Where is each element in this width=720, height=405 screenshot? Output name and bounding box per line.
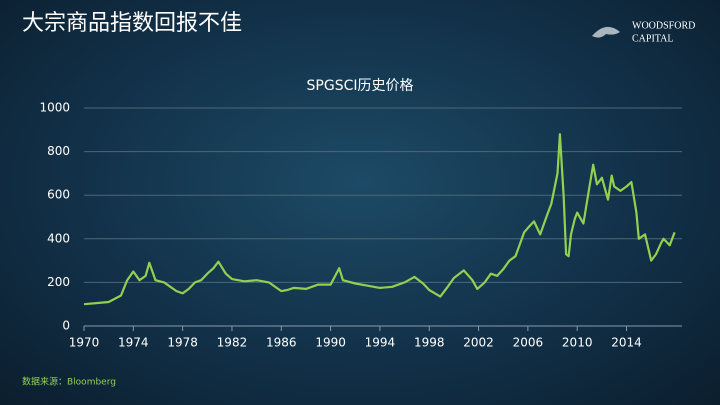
- slide-title: 大宗商品指数回报不佳: [22, 11, 242, 36]
- x-tick-label: 1978: [167, 336, 198, 350]
- price-line: [83, 133, 676, 306]
- logo-icon: [592, 26, 620, 38]
- logo-line: CAPITAL: [632, 33, 673, 44]
- chart-title: SPGSCI历史价格: [307, 78, 414, 94]
- x-tick-label: 2014: [611, 336, 642, 350]
- source-note: 数据来源：Bloomberg: [22, 376, 116, 388]
- x-tick-label: 1998: [414, 336, 445, 350]
- y-tick-label: 600: [47, 188, 70, 202]
- y-tick-label: 1000: [39, 101, 70, 115]
- x-tick-label: 1990: [315, 336, 346, 350]
- y-tick-label: 200: [47, 275, 70, 289]
- x-tick-label: 2010: [562, 336, 593, 350]
- x-tick-label: 1970: [69, 336, 100, 350]
- x-tick-label: 1986: [266, 336, 297, 350]
- x-tick-label: 2002: [463, 336, 494, 350]
- y-tick-label: 800: [47, 144, 70, 158]
- x-tick-label: 2006: [513, 336, 544, 350]
- x-tick-label: 1982: [217, 336, 248, 350]
- y-tick-label: 400: [47, 231, 70, 245]
- logo: WOODSFORD CAPITAL: [592, 20, 695, 44]
- y-tick-label: 0: [62, 319, 70, 333]
- x-tick-label: 1994: [365, 336, 396, 350]
- x-tick-label: 1974: [118, 336, 149, 350]
- logo-line: WOODSFORD: [632, 20, 695, 31]
